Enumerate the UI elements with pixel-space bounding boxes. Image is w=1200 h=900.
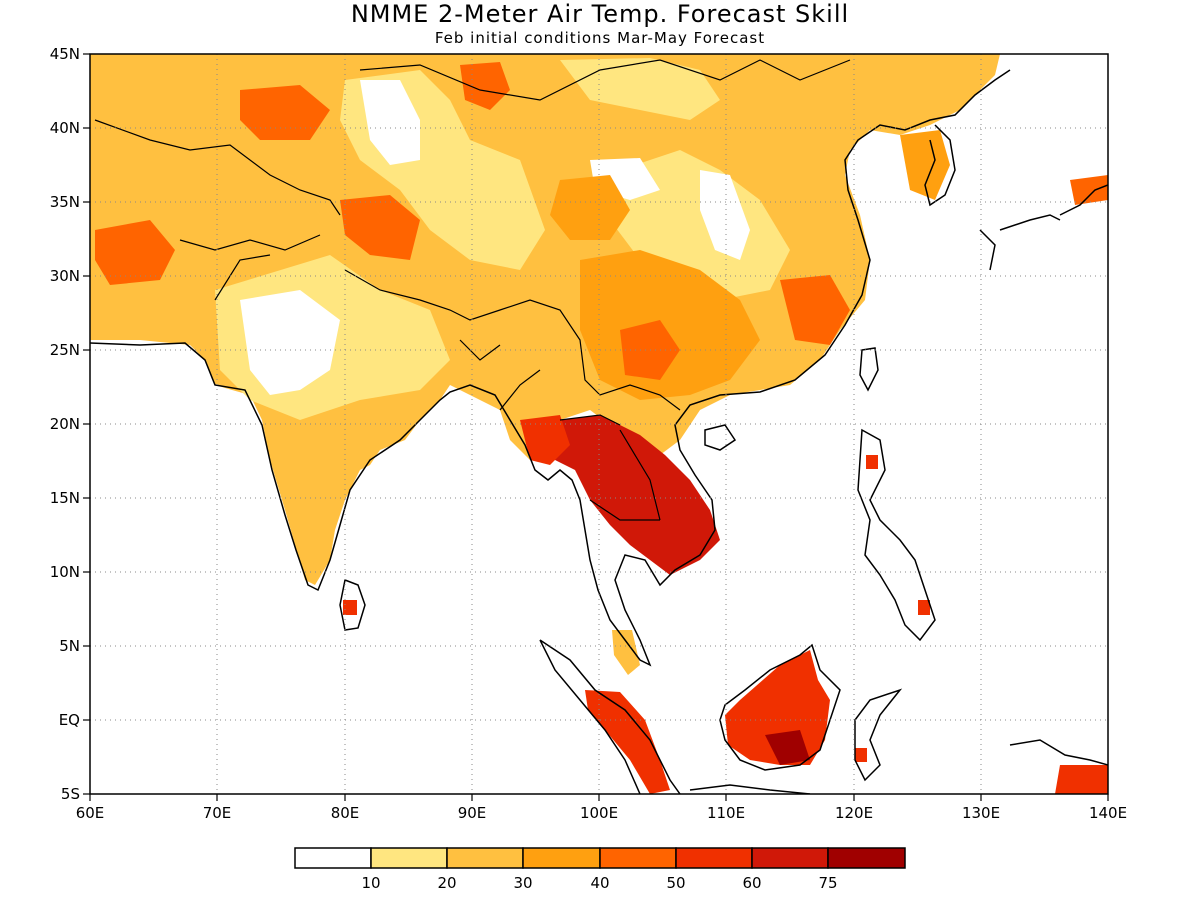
lat-label-eq: EQ	[59, 711, 80, 729]
coastline-srilanka	[339, 578, 366, 631]
legend-box-3	[522, 847, 601, 869]
skill-region-indochina	[530, 415, 720, 575]
skill-patch-myanmar	[520, 415, 570, 465]
skill-patch-borneo-dark	[765, 730, 810, 765]
lon-label-130e: 130E	[962, 804, 1000, 822]
skill-region-borneo	[725, 650, 830, 765]
skill-gap-china	[700, 170, 750, 260]
coastline-taiwan	[859, 347, 879, 392]
legend-label-60: 60	[742, 874, 761, 892]
grid-layer	[90, 54, 1108, 794]
skill-patch-mongolia	[560, 58, 720, 120]
skill-patch-east-china	[780, 275, 850, 345]
lat-label-5n: 5N	[59, 637, 80, 655]
lon-label-110e: 110E	[707, 804, 745, 822]
coastline-newguinea	[1009, 739, 1108, 766]
skill-region-asia	[90, 54, 1000, 585]
lat-label-35n: 35N	[50, 193, 80, 211]
lat-label-30n: 30N	[50, 267, 80, 285]
coastline-philippines	[857, 428, 936, 642]
skill-patch-malay	[612, 630, 640, 675]
lat-labels: 5S EQ 5N 10N 15N 20N 25N 30N 35N 40N 45N	[50, 45, 80, 803]
skill-region-sumatra	[585, 690, 670, 794]
lat-label-25n: 25N	[50, 341, 80, 359]
skill-patch-sulawesi	[855, 748, 867, 762]
skill-patch-japan	[1070, 175, 1108, 205]
skill-patch-kashmir	[340, 195, 420, 260]
map-subtitle: Feb initial conditions Mar-May Forecast	[434, 29, 766, 47]
lon-labels: 60E 70E 80E 90E 100E 110E 120E 130E 140E	[76, 804, 1127, 822]
border-lines	[94, 59, 851, 521]
legend-label-10: 10	[361, 874, 380, 892]
coastline-sulawesi	[854, 688, 903, 782]
skill-patch-newguinea	[1055, 765, 1108, 794]
lat-label-15n: 15N	[50, 489, 80, 507]
tick-marks	[83, 53, 1109, 801]
skill-patch-gansu	[550, 175, 630, 240]
legend-label-20: 20	[437, 874, 456, 892]
skill-gap-tibet	[360, 80, 420, 165]
skill-patch-luzon	[866, 455, 878, 469]
lon-label-120e: 120E	[835, 804, 873, 822]
legend-label-30: 30	[513, 874, 532, 892]
lon-label-70e: 70E	[203, 804, 232, 822]
skill-shading-layer	[90, 54, 1108, 794]
legend-box-2	[446, 847, 524, 869]
coastline-korea	[924, 124, 956, 207]
skill-patch-tarim	[240, 85, 330, 140]
legend-box-6	[751, 847, 829, 869]
coastline-japan	[979, 184, 1108, 271]
legend-box-4	[599, 847, 677, 869]
color-legend	[294, 847, 906, 869]
lon-label-100e: 100E	[580, 804, 618, 822]
lon-label-60e: 60E	[76, 804, 105, 822]
legend-box-0	[294, 847, 372, 869]
skill-patch-afghan	[95, 220, 175, 285]
lon-label-90e: 90E	[458, 804, 487, 822]
lat-label-40n: 40N	[50, 119, 80, 137]
legend-label-40: 40	[590, 874, 609, 892]
border-layer	[94, 59, 851, 521]
lon-label-80e: 80E	[331, 804, 360, 822]
coastline-hainan	[704, 424, 737, 451]
lat-label-20n: 20N	[50, 415, 80, 433]
map-title: NMME 2-Meter Air Temp. Forecast Skill	[350, 0, 850, 28]
legend-box-1	[370, 847, 448, 869]
lat-label-5s: 5S	[61, 785, 80, 803]
skill-patch-srilanka	[343, 600, 357, 615]
legend-box-7	[827, 847, 906, 869]
coastline-java	[689, 784, 811, 794]
legend-label-75: 75	[818, 874, 837, 892]
legend-box-5	[675, 847, 753, 869]
lat-label-45n: 45N	[50, 45, 80, 63]
skill-patch-mindanao	[918, 600, 930, 615]
skill-patch-korea	[900, 130, 950, 200]
legend-label-50: 50	[666, 874, 685, 892]
lat-label-10n: 10N	[50, 563, 80, 581]
coastline-mainland	[90, 69, 1011, 667]
lon-label-140e: 140E	[1089, 804, 1127, 822]
coastline-sumatra	[539, 639, 681, 794]
skill-gap-india	[240, 290, 340, 395]
legend-labels: 10 20 30 40 50 60 75	[361, 874, 837, 892]
